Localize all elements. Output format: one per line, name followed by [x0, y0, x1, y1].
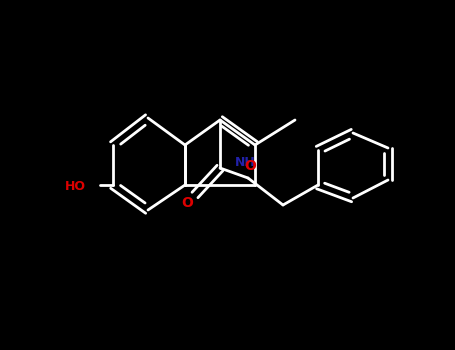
Text: O: O — [181, 196, 193, 210]
Text: O: O — [244, 159, 256, 173]
Text: HO: HO — [65, 181, 86, 194]
Text: NH: NH — [235, 156, 255, 169]
